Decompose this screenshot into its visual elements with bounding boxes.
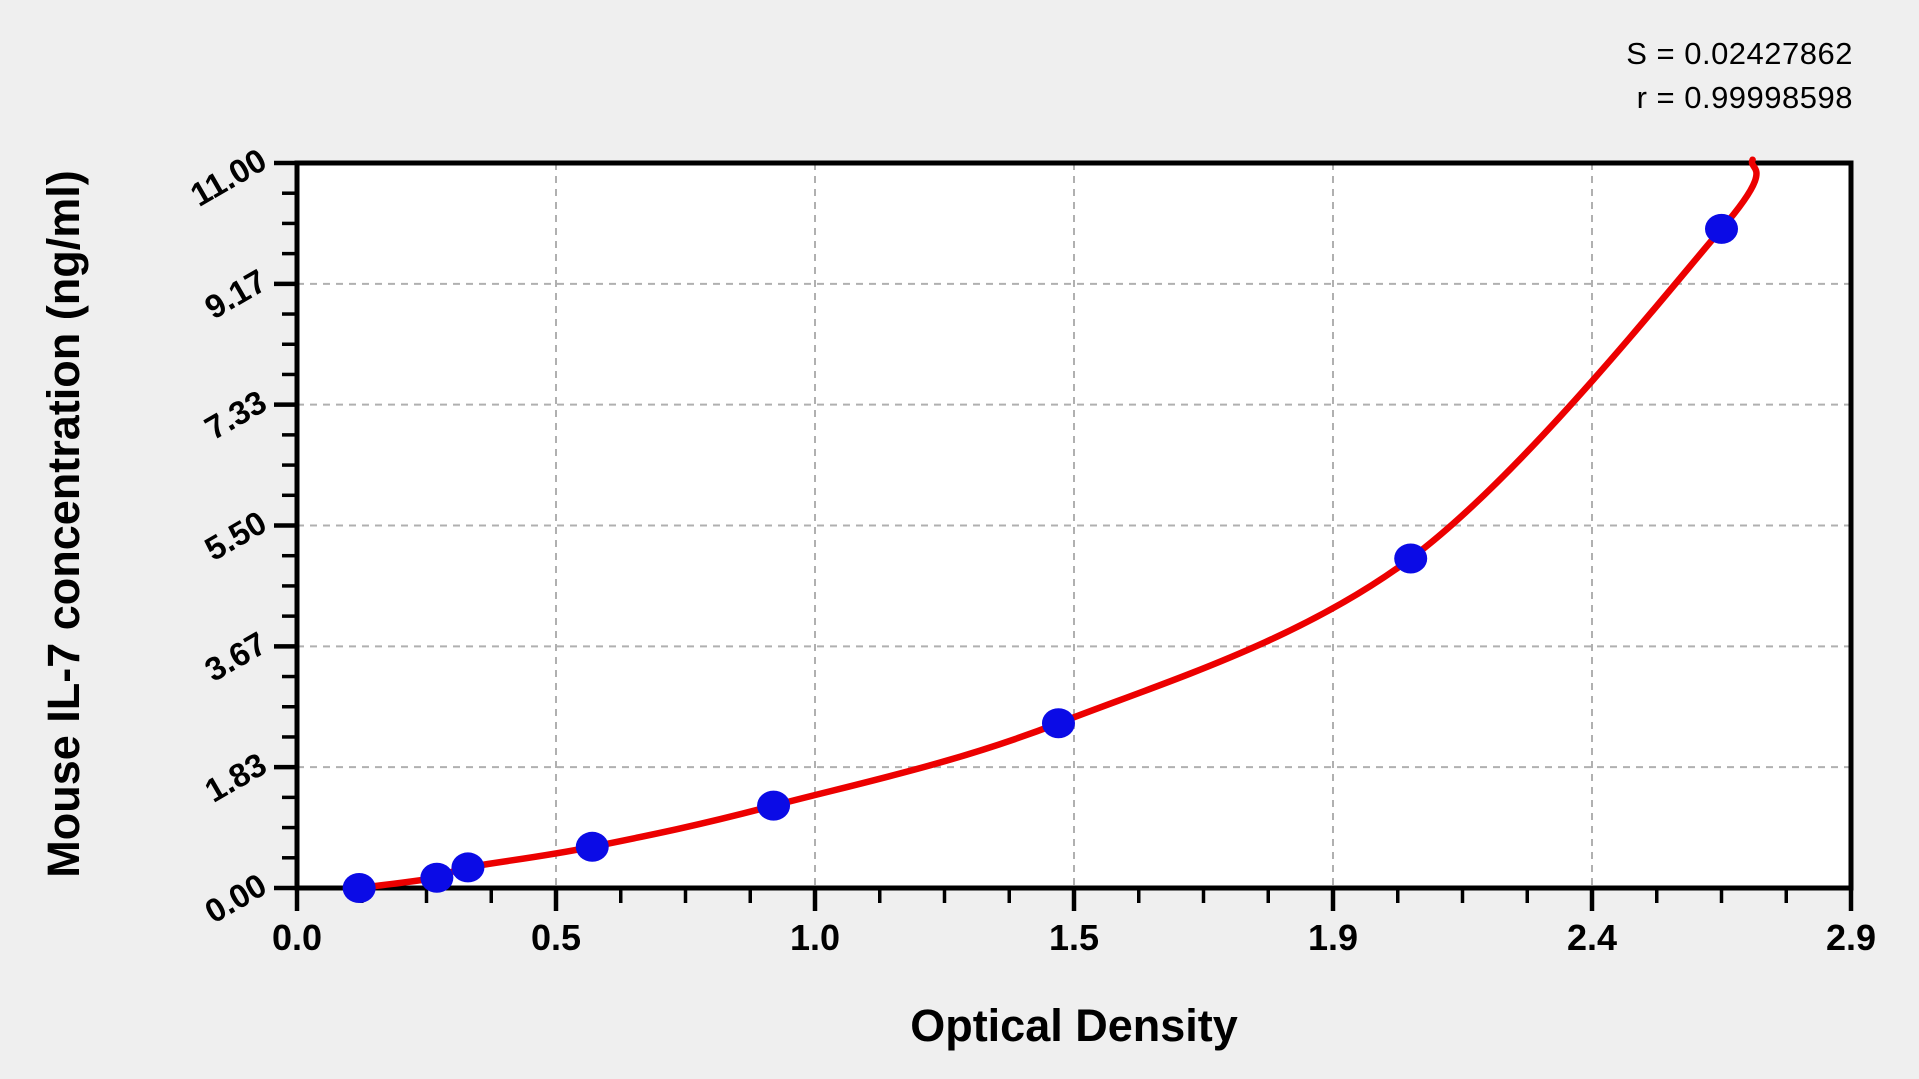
data-point [342,873,376,903]
data-point [1705,213,1738,244]
tick-marks [274,160,1854,911]
y-tick-label: 11.00 [184,141,272,213]
axis-frame [294,160,1854,891]
y-tick-label: 7.33 [198,383,272,447]
data-point [575,831,609,862]
y-tick-label: 3.67 [198,624,272,688]
x-tick-label: 0.0 [272,917,322,958]
data-point [420,862,454,893]
grid-lines [297,163,1851,888]
data-point [757,790,791,821]
x-tick-label: 1.0 [790,917,840,958]
stat-s: S = 0.02427862 [1626,36,1853,71]
y-tick-label: 5.50 [198,504,272,568]
x-tick-label: 2.4 [1567,917,1617,958]
y-tick-label: 1.83 [198,745,272,809]
fit-statistics: S = 0.02427862 r = 0.99998598 [1626,32,1853,120]
data-points [342,213,1738,903]
data-point [451,852,485,883]
x-tick-label: 0.5 [531,917,581,958]
x-axis-title: Optical Density [910,1000,1238,1051]
y-tick-label: 0.00 [198,866,272,930]
x-tick-label: 1.5 [1049,917,1099,958]
y-tick-label: 9.17 [198,262,272,326]
stat-r: r = 0.99998598 [1636,80,1853,115]
data-point [1041,708,1075,739]
x-tick-label: 2.9 [1826,917,1876,958]
x-tick-label: 1.9 [1308,917,1358,958]
data-point [1394,543,1428,574]
